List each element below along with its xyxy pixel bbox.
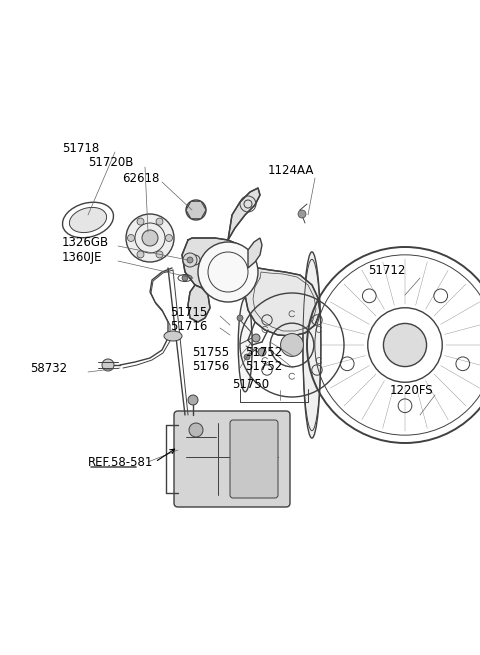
Circle shape (189, 423, 203, 437)
Circle shape (188, 395, 198, 405)
Polygon shape (228, 188, 260, 240)
Polygon shape (182, 238, 252, 295)
Text: 51718: 51718 (62, 141, 99, 155)
Circle shape (198, 242, 258, 302)
Text: 1360JE: 1360JE (62, 252, 103, 265)
Text: 51715: 51715 (170, 305, 207, 318)
Circle shape (187, 257, 193, 263)
Circle shape (186, 200, 206, 220)
Text: 51750: 51750 (232, 377, 269, 390)
Circle shape (128, 234, 134, 242)
Text: 51756: 51756 (192, 360, 229, 373)
Text: 51712: 51712 (368, 263, 406, 276)
Circle shape (156, 251, 163, 258)
Polygon shape (245, 268, 320, 336)
Circle shape (156, 218, 163, 225)
Circle shape (237, 315, 243, 321)
Circle shape (258, 348, 266, 356)
Circle shape (384, 324, 427, 367)
Text: 51716: 51716 (170, 320, 207, 333)
Circle shape (298, 210, 306, 218)
Ellipse shape (164, 331, 182, 341)
Circle shape (183, 253, 197, 267)
Circle shape (280, 333, 303, 356)
Text: 1124AA: 1124AA (268, 164, 314, 176)
Text: 51755: 51755 (192, 345, 229, 358)
Circle shape (244, 354, 250, 360)
Polygon shape (186, 201, 206, 219)
FancyBboxPatch shape (230, 420, 278, 498)
Text: 51752: 51752 (245, 360, 282, 373)
Ellipse shape (70, 208, 107, 233)
Text: 62618: 62618 (122, 172, 159, 185)
Circle shape (191, 205, 201, 215)
Circle shape (102, 359, 114, 371)
Circle shape (182, 275, 188, 281)
Text: 58732: 58732 (30, 362, 67, 375)
Ellipse shape (238, 298, 252, 392)
Text: 1326GB: 1326GB (62, 236, 109, 248)
Circle shape (137, 218, 144, 225)
Text: 51720B: 51720B (88, 157, 133, 170)
Circle shape (166, 234, 172, 242)
Polygon shape (188, 285, 210, 322)
Circle shape (142, 230, 158, 246)
Circle shape (126, 214, 174, 262)
Text: 1220FS: 1220FS (390, 383, 433, 396)
Circle shape (137, 251, 144, 258)
Polygon shape (248, 238, 262, 268)
Ellipse shape (303, 252, 321, 438)
Circle shape (252, 334, 260, 342)
FancyBboxPatch shape (174, 411, 290, 507)
Text: 51752: 51752 (245, 345, 282, 358)
Text: REF.58-581: REF.58-581 (88, 455, 154, 468)
